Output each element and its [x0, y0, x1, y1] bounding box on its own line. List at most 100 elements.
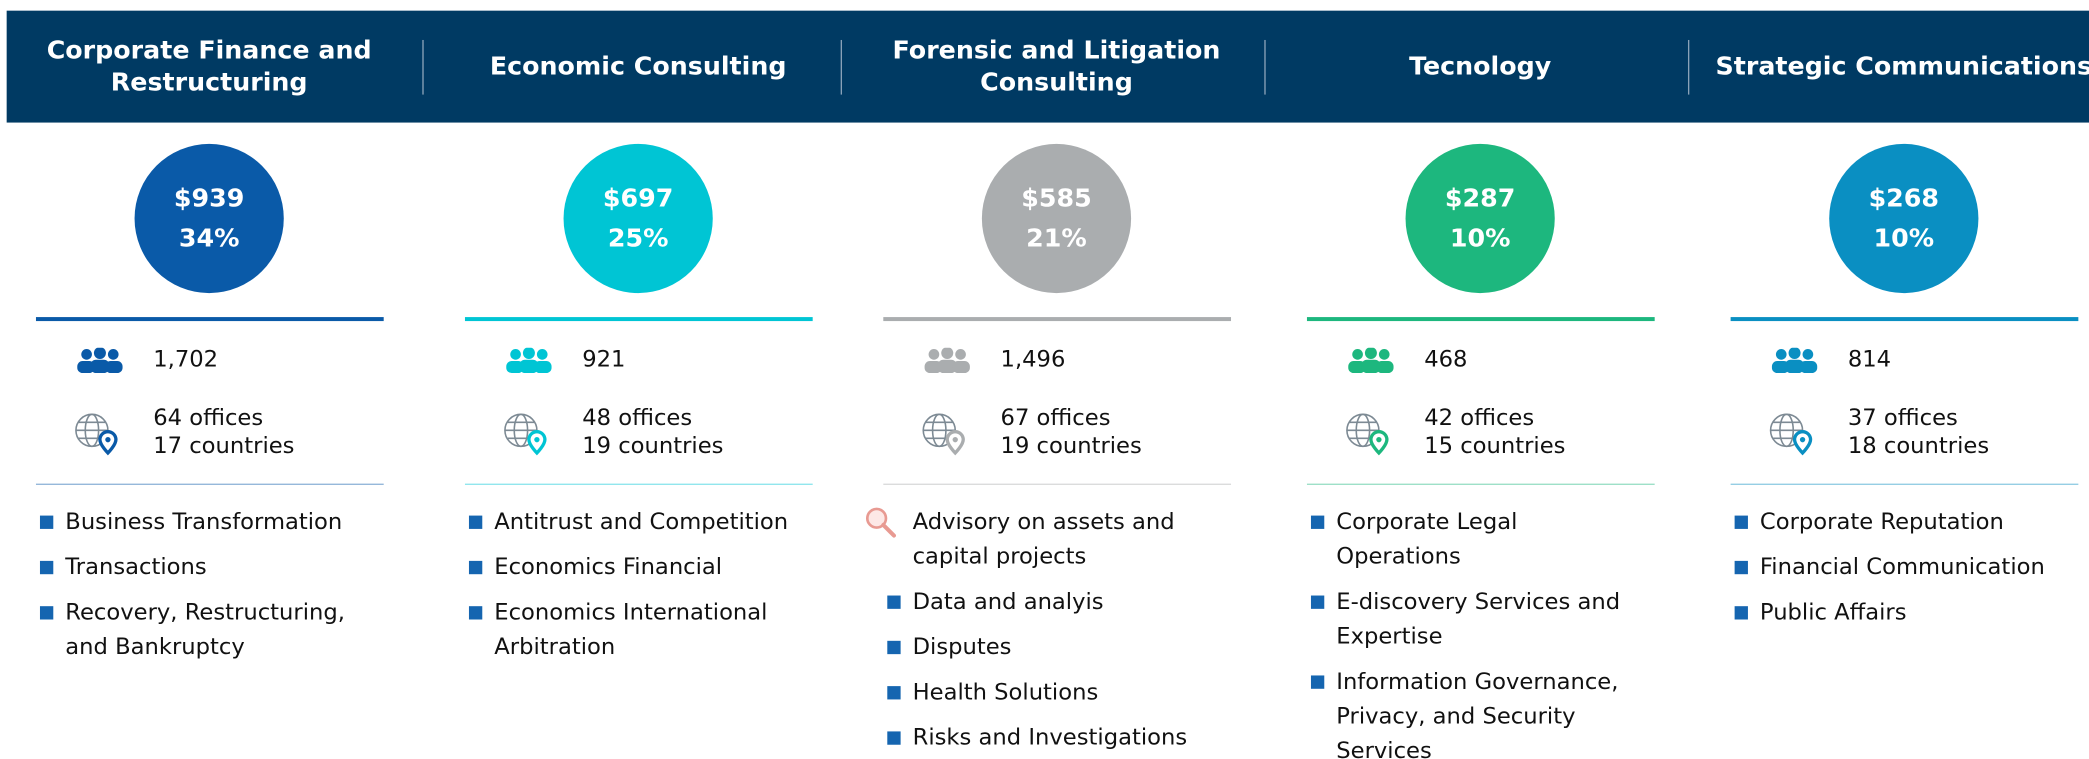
bullet: [468, 560, 483, 575]
service-item: Economics International Arbitration: [468, 596, 795, 665]
service-text: Corporate Legal Operations: [1336, 508, 1518, 571]
service-item: Corporate Reputation: [1734, 505, 2061, 540]
value-circle: $585 21%: [981, 143, 1132, 294]
service-text: Corporate Reputation: [1759, 508, 2004, 536]
service-text: Data and analyis: [912, 588, 1104, 616]
color-rule: [883, 317, 1232, 322]
color-rule: [1730, 317, 2079, 322]
countries: 18 countries: [1847, 432, 1990, 460]
color-rule: [1306, 317, 1655, 322]
color-rule: [464, 317, 813, 322]
service-item: Transactions: [39, 550, 366, 585]
column-title: Economic Consulting: [489, 51, 787, 82]
service-item: Disputes: [887, 630, 1213, 665]
globe-icon: [75, 413, 118, 456]
amount: $939: [173, 183, 245, 214]
column-title: Forensic and Litigation Consulting: [892, 35, 1221, 98]
bullet: [1310, 675, 1325, 689]
divider: [1264, 39, 1266, 95]
bullet: [1310, 515, 1325, 529]
employees: 1,702: [153, 346, 219, 374]
service-item: Business Transformation: [39, 505, 366, 540]
bullet: [39, 606, 54, 620]
service-item: Information Governance, Privacy, and Sec…: [1310, 665, 1637, 759]
service-item: Advisory on assets and capital projects: [865, 505, 1213, 574]
people-icon: [506, 347, 552, 374]
service-item: Risks and Investigations: [887, 721, 1213, 756]
share: 10%: [1449, 223, 1511, 254]
service-text: Disputes: [912, 634, 1012, 661]
divider: [422, 39, 424, 95]
bullet: [887, 640, 901, 655]
employees: 814: [1847, 346, 1892, 374]
countries: 19 countries: [582, 432, 724, 460]
bullet: [887, 731, 901, 745]
service-text: Economics International Arbitration: [494, 599, 768, 661]
offices: 42 offices: [1424, 405, 1535, 432]
bullet: [887, 686, 901, 700]
globe-icon: [1769, 413, 1813, 456]
service-item: Corporate Legal Operations: [1310, 505, 1637, 574]
service-item: Recovery, Restructuring, and Bankruptcy: [39, 596, 366, 665]
thin-rule: [883, 483, 1232, 485]
service-item: Health Solutions: [887, 675, 1213, 710]
service-text: Recovery, Restructuring, and Bankruptcy: [65, 599, 345, 661]
countries: 15 countries: [1424, 432, 1566, 460]
bullet: [1734, 606, 1748, 620]
thin-rule: [35, 483, 384, 485]
service-text: Antitrust and Competition: [494, 508, 789, 536]
value-circle: $268 10%: [1829, 143, 1979, 294]
divider: [840, 39, 842, 95]
service-item: Antitrust and Competition: [468, 505, 795, 540]
service-list: Antitrust and Competition Economics Finan…: [468, 505, 795, 676]
bullet: [39, 560, 54, 575]
service-text: E-discovery Services and Expertise: [1336, 588, 1621, 651]
bullet: [468, 606, 483, 620]
service-text: Public Affairs: [1759, 599, 1907, 627]
service-item: Public Affairs: [1734, 596, 2061, 631]
offices: 64 offices: [153, 405, 264, 432]
service-item: Financial Communication: [1734, 550, 2061, 585]
countries: 19 countries: [1000, 432, 1142, 460]
globe-icon: [1346, 413, 1389, 456]
amount: $697: [602, 183, 674, 214]
countries: 17 countries: [153, 432, 295, 460]
employees: 921: [582, 346, 626, 374]
service-text: Transactions: [65, 554, 207, 581]
color-rule: [35, 317, 384, 322]
offices: 48 offices: [582, 405, 693, 432]
bullet: [887, 595, 901, 609]
bullet: [468, 515, 483, 529]
amount: $585: [1021, 183, 1092, 214]
share: 21%: [1026, 223, 1087, 254]
service-list: Corporate Legal Operations E-discovery Se…: [1310, 505, 1637, 759]
bullet: [1734, 560, 1748, 575]
service-list: Business Transformation Transactions Recov…: [39, 505, 366, 676]
divider: [1687, 39, 1690, 95]
thin-rule: [464, 483, 813, 485]
service-text: Financial Communication: [1759, 554, 2045, 581]
service-text: Risks and Investigations: [912, 724, 1188, 752]
thin-rule: [1730, 483, 2079, 485]
service-list: Corporate Reputation Financial Communicat…: [1734, 505, 2061, 641]
column-title: Tecnology: [1409, 51, 1552, 82]
amount: $268: [1868, 183, 1940, 214]
bullet: [1310, 595, 1325, 609]
amount: $287: [1444, 183, 1516, 214]
share: 25%: [607, 223, 669, 254]
bullet: [39, 515, 54, 529]
employees: 1,496: [1000, 346, 1066, 374]
header-band: [6, 10, 2089, 123]
service-item: Economics Financial: [468, 550, 795, 585]
service-text: Health Solutions: [912, 679, 1099, 707]
offices: 67 offices: [1000, 405, 1111, 432]
value-circle: $939 34%: [134, 143, 284, 294]
people-icon: [77, 347, 123, 374]
value-circle: $697 25%: [563, 143, 713, 294]
people-icon: [1348, 347, 1394, 374]
bullet: [1734, 515, 1748, 529]
service-text: Business Transformation: [65, 508, 343, 536]
share: 10%: [1873, 223, 1935, 254]
